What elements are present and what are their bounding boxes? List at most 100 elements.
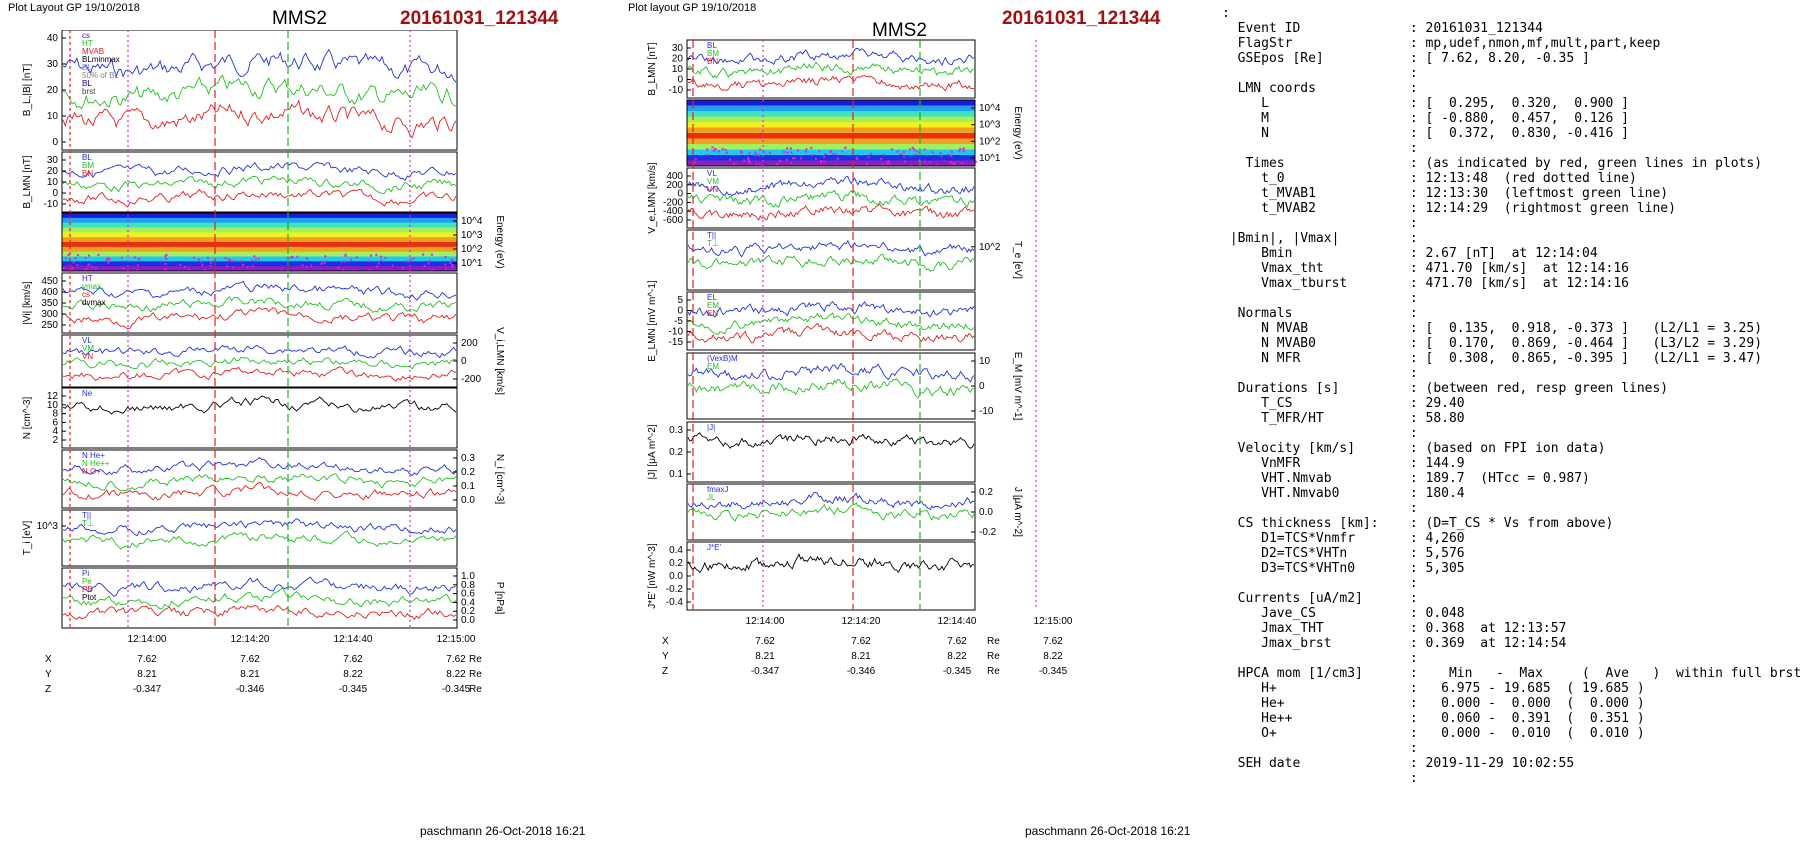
- position-value: -0.345: [1039, 666, 1068, 677]
- legend-entry: BLminmax: [82, 55, 120, 64]
- middle-panel-5: 10 0 -10 E_M [mV m^-1] (VexB)MEM: [686, 352, 1023, 421]
- spectrogram-speck: [706, 148, 709, 151]
- right-tick-label: 0.4: [461, 597, 475, 608]
- position-value: 8.21: [851, 651, 871, 662]
- legend-entry: N O+: [82, 467, 101, 476]
- spectrogram-speck: [962, 150, 965, 153]
- summary-line: Vmax_tht : 471.70 [km/s] at 12:14:16: [1261, 261, 1629, 276]
- spectrogram-speck: [796, 149, 799, 152]
- right-tick-label: 0.8: [461, 580, 475, 591]
- right-tick-label: 200: [461, 338, 478, 349]
- spectrogram-speck: [452, 265, 455, 268]
- spectrogram-speck: [881, 163, 884, 166]
- series-trace: [62, 280, 457, 301]
- spectrogram-speck: [729, 158, 732, 161]
- spectrogram-band: [62, 213, 457, 219]
- summary-line: Event ID : 20161031_121344: [1237, 21, 1543, 36]
- legend-entry: Ne: [82, 389, 93, 398]
- spectrogram-speck: [950, 154, 953, 157]
- series-trace: [62, 188, 457, 208]
- legend-entry: Pe: [82, 577, 92, 586]
- time-tick-label: 12:14:40: [334, 634, 373, 645]
- series-trace: [62, 395, 457, 415]
- middle-panel-6: 0.3 0.2 0.1 |J| [μA m^-2] |J|: [647, 421, 976, 483]
- spectrogram-speck: [138, 258, 141, 261]
- left-tick-label: 4: [52, 426, 58, 437]
- spectrogram-speck: [224, 257, 227, 260]
- spectrogram-speck: [733, 162, 736, 165]
- legend-entry: BM: [82, 161, 94, 170]
- spectrogram-speck: [324, 255, 327, 258]
- spectrogram-speck: [344, 254, 347, 257]
- spectrogram-speck: [841, 150, 844, 153]
- spectrogram-speck: [888, 162, 891, 165]
- spectrogram-speck: [343, 260, 346, 263]
- summary-line: He+ : 0.000 - 0.000 ( 0.000 ): [1261, 696, 1645, 711]
- spectrogram-speck: [725, 151, 728, 154]
- series-trace: [687, 502, 975, 522]
- right-tick-label: 0.2: [461, 467, 475, 478]
- spectrogram-speck: [918, 159, 921, 162]
- left-axis-label: |Vi| [km/s]: [22, 281, 33, 325]
- legend-entry: T⊥: [82, 519, 94, 528]
- summary-line: FlagStr : mp,udef,nmon,mf,mult,part,keep: [1237, 36, 1661, 51]
- left-tick-label: 0.0: [669, 571, 683, 582]
- spectrogram-speck: [95, 266, 98, 269]
- summary-line: VHT.Nmvab : 189.7 (HTcc = 0.987): [1261, 471, 1590, 486]
- right-axis-label: T_e [eV]: [1012, 241, 1023, 279]
- event-summary: : Event ID : 20161031_121344 FlagStr : m…: [1222, 6, 1804, 786]
- spectrogram-speck: [342, 268, 345, 271]
- spectrogram-speck: [337, 266, 340, 269]
- spectrogram-speck: [712, 149, 715, 152]
- spectrogram-speck: [183, 266, 186, 269]
- spectrogram-speck: [793, 157, 796, 160]
- series-trace: [687, 47, 975, 67]
- spectrogram-speck: [721, 147, 724, 150]
- spectrogram-speck: [232, 259, 235, 262]
- series-trace: [62, 161, 457, 181]
- spectrogram-speck: [209, 261, 212, 264]
- left-tick-label: 400: [666, 171, 683, 182]
- position-unit: Re: [987, 636, 1000, 647]
- spectrogram-speck: [855, 156, 858, 159]
- left-axis-label: V_e,LMN [km/s]: [647, 162, 658, 233]
- spectrogram-speck: [835, 153, 838, 156]
- spectrogram-speck: [88, 254, 91, 257]
- spectrogram-band: [62, 217, 457, 224]
- legend-entry: EN: [707, 309, 718, 318]
- spectrogram-speck: [76, 263, 79, 266]
- spectrogram-speck: [926, 164, 929, 167]
- legend-entry: J*E': [707, 543, 721, 552]
- spectrogram-speck: [740, 151, 743, 154]
- left-tick-label: 20: [47, 85, 59, 96]
- spectrogram-speck: [323, 261, 326, 264]
- legend-entry: fmaxJ: [707, 485, 728, 494]
- summary-line: T_MFR/HT : 58.80: [1261, 411, 1465, 426]
- spectrogram-speck: [705, 153, 708, 156]
- spectrogram-speck: [940, 154, 943, 157]
- spectrogram-speck: [384, 256, 387, 259]
- right-tick-label: 0.2: [461, 606, 475, 617]
- legend-entry: PB: [82, 585, 93, 594]
- series-trace: [62, 356, 457, 370]
- legend-entry: T⊥: [707, 239, 719, 248]
- spectrogram-speck: [931, 151, 934, 154]
- spectrogram-speck: [899, 152, 902, 155]
- spectrogram-speck: [352, 269, 355, 272]
- left-tick-label: 350: [41, 298, 58, 309]
- spectrogram-speck: [923, 148, 926, 151]
- legend-entry: N He+: [82, 451, 105, 460]
- spectrogram-speck: [718, 150, 721, 153]
- spectrogram-speck: [880, 157, 883, 160]
- spectrogram-speck: [449, 262, 452, 265]
- left-tick-label: 0: [677, 306, 683, 317]
- right-tick-label: 10^3: [979, 120, 1001, 131]
- summary-line: SEH date : 2019-11-29 10:02:55: [1237, 756, 1575, 771]
- time-tick-label: 12:14:40: [938, 616, 977, 627]
- left-tick-label: 200: [666, 180, 683, 191]
- series-trace: [687, 378, 975, 399]
- left-axis-label: T_i [eV]: [22, 521, 33, 556]
- spectrogram-speck: [754, 151, 757, 154]
- right-tick-label: -0.2: [979, 527, 997, 538]
